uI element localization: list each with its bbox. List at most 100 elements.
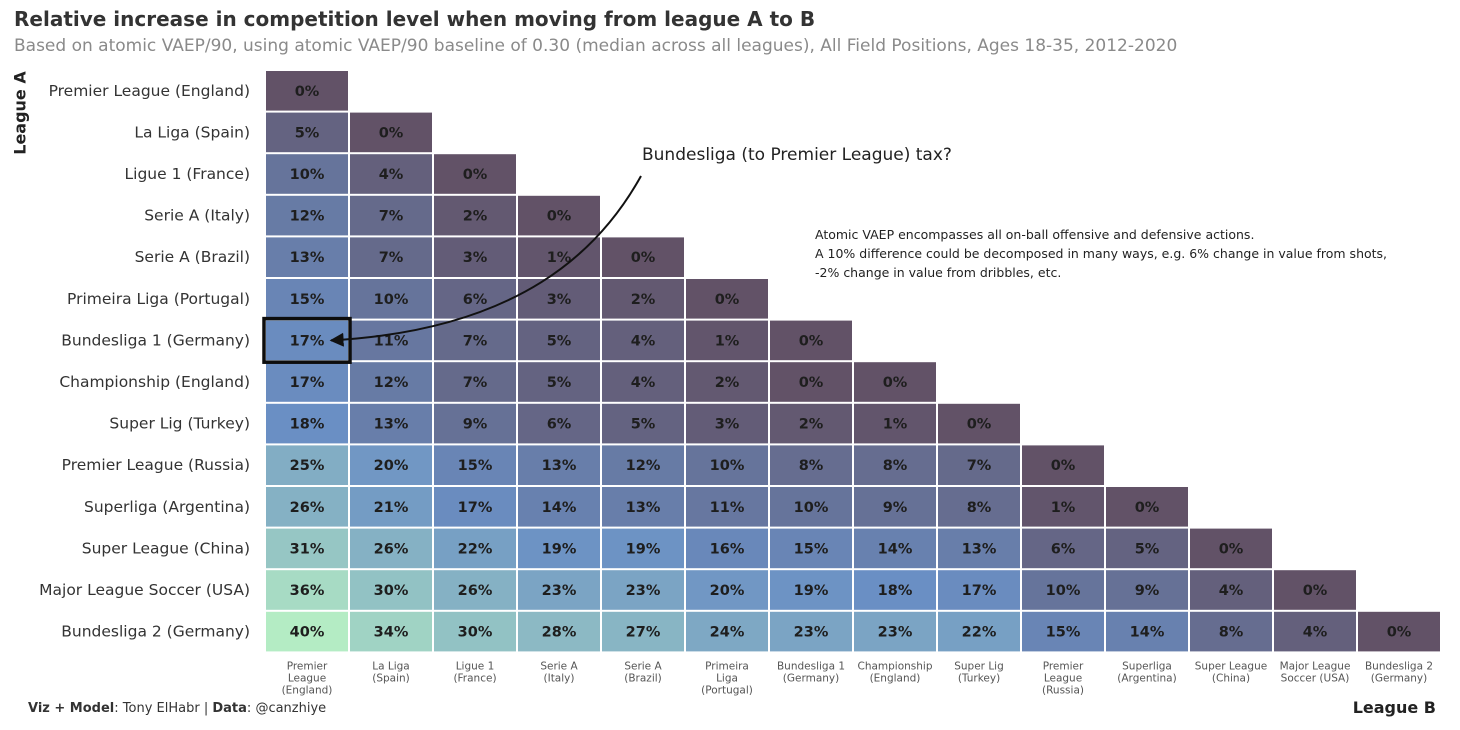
row-label: Primeira Liga (Portugal) bbox=[67, 290, 250, 308]
cell-value-label: 0% bbox=[1387, 625, 1412, 641]
heatmap-cell bbox=[770, 445, 852, 485]
heatmap-cell bbox=[266, 195, 348, 236]
cell-value-label: 11% bbox=[374, 333, 409, 349]
heatmap-cell bbox=[350, 362, 432, 402]
heatmap-cell bbox=[266, 487, 348, 527]
cell-value-label: 2% bbox=[631, 292, 656, 308]
heatmap-cell bbox=[854, 611, 936, 652]
row-labels: Premier League (England) La Liga (Spain) L… bbox=[39, 82, 250, 641]
row-label: Super Lig (Turkey) bbox=[109, 415, 250, 433]
cell-value-label: 5% bbox=[295, 125, 320, 141]
heatmap-cell bbox=[266, 112, 348, 153]
cell-value-label: 3% bbox=[715, 417, 740, 433]
heatmap-cell bbox=[686, 320, 768, 361]
heatmap-cell bbox=[350, 195, 432, 236]
heatmap-cell bbox=[602, 487, 684, 527]
heatmap-cell bbox=[602, 279, 684, 319]
chart-title: Relative increase in competition level w… bbox=[14, 7, 816, 31]
cell-value-label: 10% bbox=[374, 292, 409, 308]
cell-value-label: 36% bbox=[290, 583, 325, 599]
cell-value-label: 27% bbox=[626, 625, 661, 641]
cell-value-label: 0% bbox=[547, 209, 572, 225]
heatmap-cell bbox=[1190, 611, 1272, 652]
row-label: Major League Soccer (USA) bbox=[39, 581, 250, 599]
heatmap-cell bbox=[434, 154, 516, 194]
heatmap-cell bbox=[434, 320, 516, 361]
heatmap-cell bbox=[1022, 445, 1104, 485]
viz-author: Tony ElHabr bbox=[122, 701, 200, 716]
heatmap-cell bbox=[686, 611, 768, 652]
heatmap-cell bbox=[1106, 487, 1188, 527]
cell-value-label: 8% bbox=[799, 458, 824, 474]
cell-value-label: 21% bbox=[374, 500, 409, 516]
heatmap-cell bbox=[266, 279, 348, 319]
cell-value-label: 15% bbox=[794, 541, 829, 557]
cell-value-label: 15% bbox=[458, 458, 493, 474]
cell-value-label: 4% bbox=[1219, 583, 1244, 599]
cell-value-label: 3% bbox=[463, 250, 488, 266]
heatmap-cell bbox=[602, 570, 684, 610]
row-label: Premier League (England) bbox=[49, 82, 250, 100]
heatmap-cell bbox=[266, 237, 348, 277]
heatmap-cell bbox=[854, 403, 936, 444]
cell-value-label: 23% bbox=[794, 625, 829, 641]
cell-value-label: 14% bbox=[1130, 625, 1165, 641]
heatmap-cell bbox=[350, 237, 432, 277]
cell-value-label: 4% bbox=[631, 333, 656, 349]
row-label: Serie A (Brazil) bbox=[135, 248, 250, 266]
heatmap-cell bbox=[686, 487, 768, 527]
heatmap-cell bbox=[938, 528, 1020, 569]
cell-value-label: 10% bbox=[710, 458, 745, 474]
cell-value-label: 0% bbox=[967, 417, 992, 433]
cell-value-label: 1% bbox=[547, 250, 572, 266]
column-label: La Liga (Spain) bbox=[372, 660, 410, 684]
cell-value-label: 13% bbox=[542, 458, 577, 474]
cell-value-label: 23% bbox=[542, 583, 577, 599]
cell-value-label: 31% bbox=[290, 541, 325, 557]
heatmap-cell bbox=[350, 487, 432, 527]
cell-value-label: 0% bbox=[1219, 541, 1244, 557]
cell-value-label: 0% bbox=[631, 250, 656, 266]
cell-value-label: 28% bbox=[542, 625, 577, 641]
column-label: Super Lig (Turkey) bbox=[954, 660, 1004, 684]
heatmap-cell bbox=[1106, 570, 1188, 610]
cell-value-label: 1% bbox=[883, 417, 908, 433]
heatmap-cell bbox=[1022, 570, 1104, 610]
cell-value-label: 1% bbox=[1051, 500, 1076, 516]
cell-value-label: 6% bbox=[463, 292, 488, 308]
callout-arrow bbox=[329, 175, 642, 347]
note-line: A 10% difference could be decomposed in … bbox=[815, 246, 1388, 261]
heatmap-cell bbox=[854, 445, 936, 485]
column-label: Bundesliga 1 (Germany) bbox=[777, 660, 845, 684]
row-label: Championship (England) bbox=[59, 373, 250, 391]
heatmap-cell bbox=[770, 611, 852, 652]
heatmap-cell bbox=[686, 279, 768, 319]
heatmap-cell bbox=[434, 445, 516, 485]
heatmap-cell bbox=[938, 403, 1020, 444]
cell-value-label: 5% bbox=[547, 333, 572, 349]
cell-value-label: 18% bbox=[290, 417, 325, 433]
heatmap-cell bbox=[518, 487, 600, 527]
heatmap-cell bbox=[602, 611, 684, 652]
column-label: Primeira Liga (Portugal) bbox=[701, 660, 753, 696]
cell-value-label: 23% bbox=[878, 625, 913, 641]
cell-value-label: 8% bbox=[883, 458, 908, 474]
cell-value-label: 25% bbox=[290, 458, 325, 474]
cell-value-label: 9% bbox=[883, 500, 908, 516]
row-label: Bundesliga 1 (Germany) bbox=[61, 331, 250, 349]
cell-value-label: 0% bbox=[1051, 458, 1076, 474]
cell-value-label: 13% bbox=[962, 541, 997, 557]
heatmap-cell bbox=[1358, 611, 1440, 652]
cell-value-label: 17% bbox=[962, 583, 997, 599]
cell-value-label: 20% bbox=[374, 458, 409, 474]
column-label: Premier League (England) bbox=[282, 660, 333, 696]
heatmap-cell bbox=[854, 487, 936, 527]
cell-value-label: 6% bbox=[1051, 541, 1076, 557]
heatmap-cell bbox=[518, 403, 600, 444]
heatmap-cell bbox=[938, 445, 1020, 485]
heatmap-cell bbox=[434, 528, 516, 569]
cell-value-label: 40% bbox=[290, 625, 325, 641]
heatmap-cell bbox=[602, 445, 684, 485]
cell-value-label: 20% bbox=[710, 583, 745, 599]
heatmap-cell bbox=[434, 611, 516, 652]
